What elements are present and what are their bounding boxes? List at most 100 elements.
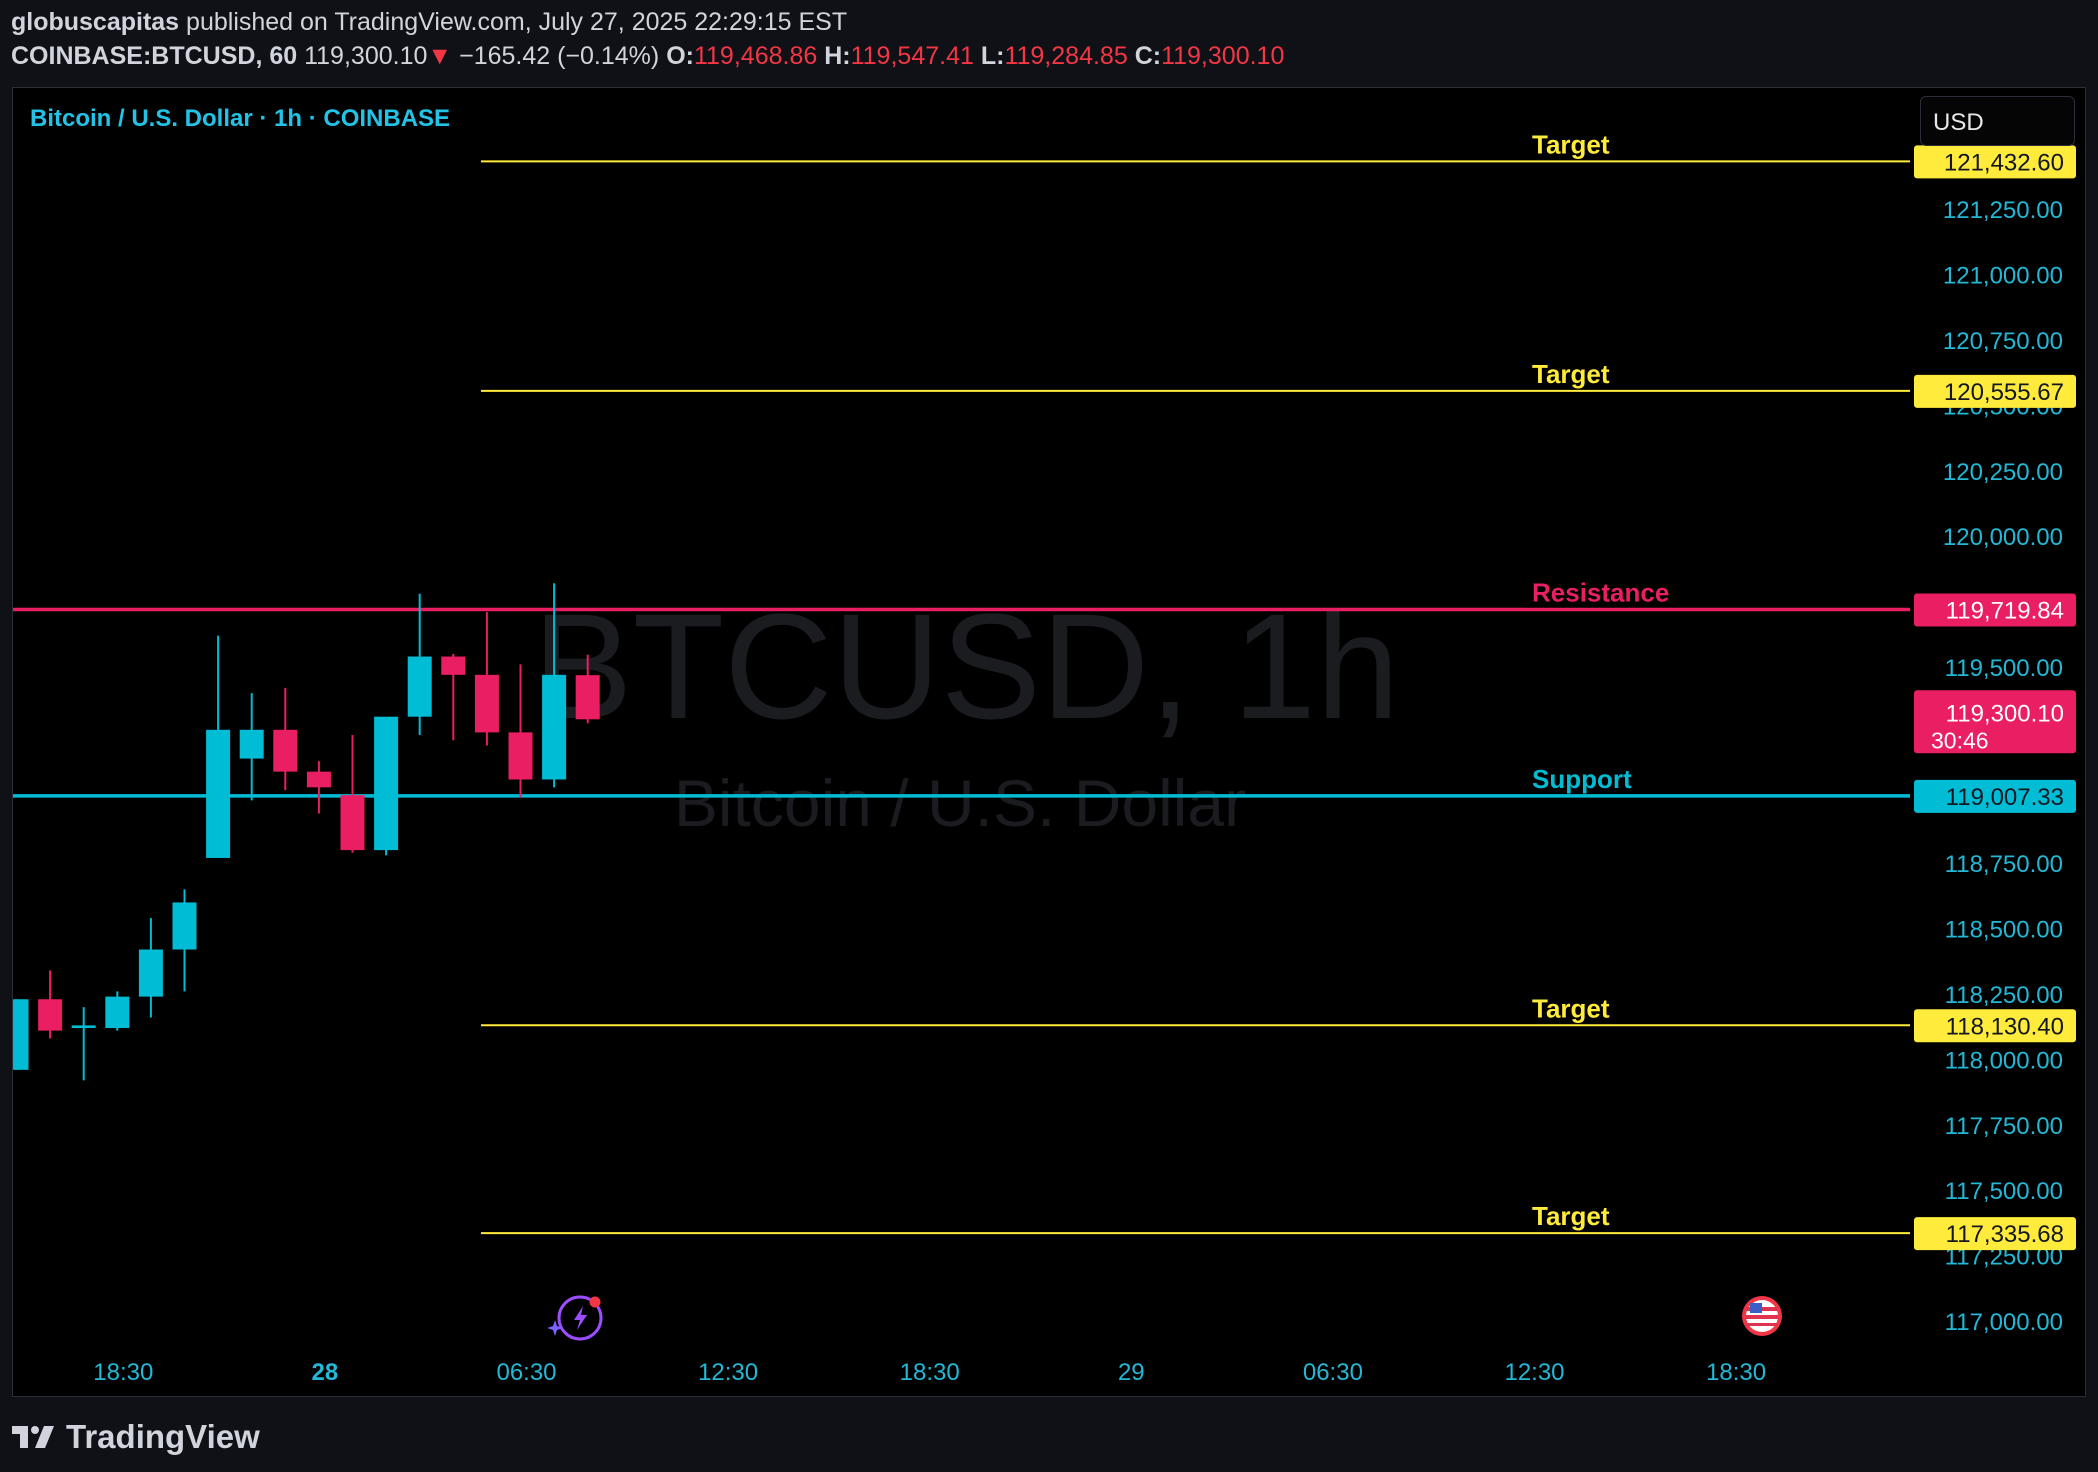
currency-button[interactable]: USD [1920, 96, 2075, 146]
candle-body [306, 771, 331, 788]
candles-layer [13, 583, 600, 1081]
y-tick-label: 117,500.00 [1945, 1178, 2063, 1205]
y-tick-label: 120,750.00 [1943, 328, 2063, 355]
candle-body [508, 732, 533, 780]
candle-body [38, 999, 63, 1031]
open-label: O: [666, 42, 694, 70]
countdown-text: 30:46 [1931, 727, 1989, 753]
candle[interactable] [138, 918, 163, 1018]
open-value: 119,468.86 [693, 42, 818, 70]
target-label: Target [1532, 993, 1610, 1023]
price-change: −165.42 (−0.14%) [459, 42, 660, 70]
resistance-price-tag [1914, 593, 2076, 627]
x-tick-label: 12:30 [1504, 1359, 1564, 1386]
y-tick-label: 120,250.00 [1943, 459, 2063, 486]
ohlc-header: COINBASE:BTCUSD, 60 119,300.10 ▼ −165.42 … [11, 42, 1284, 71]
candle[interactable] [273, 687, 298, 790]
candle-body [13, 999, 29, 1070]
candle[interactable] [105, 991, 130, 1031]
x-tick-label: 28 [312, 1359, 339, 1386]
candle-body [474, 674, 499, 733]
watermark-main: BTCUSD, 1h [533, 582, 1400, 750]
low-value: 119,284.85 [1004, 42, 1128, 70]
candle[interactable] [407, 593, 432, 736]
x-tick-label: 18:30 [93, 1359, 153, 1386]
target-label: Target [1532, 129, 1610, 159]
y-tick-label: 118,500.00 [1945, 917, 2063, 944]
x-tick-label: 06:30 [496, 1359, 556, 1386]
close-value: 119,300.10 [1161, 42, 1285, 70]
change-arrow-icon: ▼ [427, 42, 453, 70]
low-label: L: [980, 42, 1005, 70]
candle[interactable] [542, 583, 567, 788]
candle[interactable] [172, 889, 197, 992]
candle[interactable] [474, 612, 499, 746]
high-label: H: [824, 42, 851, 70]
target-price-tag [1914, 1217, 2076, 1251]
candle-body [239, 729, 264, 759]
price-axis[interactable]: 121,250.00121,000.00120,750.00120,500.00… [1943, 197, 2063, 1336]
candle-body [441, 656, 466, 675]
x-tick-label: 12:30 [698, 1359, 758, 1386]
chart-legend-title[interactable]: Bitcoin / U.S. Dollar · 1h · COINBASE [30, 105, 451, 132]
lightning-icon[interactable] [547, 1295, 603, 1341]
current-price-tag [1914, 690, 2076, 754]
x-tick-label: 29 [1118, 1359, 1145, 1386]
candle-body [71, 1025, 96, 1029]
y-tick-label: 120,000.00 [1943, 524, 2063, 551]
publish-info: globuscapitas published on TradingView.c… [11, 8, 847, 37]
candle-body [407, 656, 432, 717]
chart-panel[interactable] [12, 87, 2086, 1397]
close-label: C: [1134, 42, 1162, 70]
target-price-text: 121,432.60 [1944, 149, 2064, 176]
candle-body [206, 729, 231, 858]
y-tick-label: 121,000.00 [1943, 263, 2063, 290]
target-price-text: 120,555.67 [1944, 379, 2064, 406]
y-tick-label: 117,750.00 [1945, 1113, 2063, 1140]
support-price-text: 119,007.33 [1946, 784, 2064, 811]
candle-body [172, 902, 197, 950]
tradingview-logo-icon [12, 1426, 54, 1448]
author-name[interactable]: globuscapitas [11, 8, 180, 36]
candle-body [340, 795, 365, 851]
candle[interactable] [374, 716, 399, 856]
levels-layer: Target Target Resistance Support Target Targe… [13, 129, 1910, 1235]
y-tick-label: 119,500.00 [1945, 655, 2063, 682]
y-tick-label: 118,250.00 [1945, 982, 2063, 1009]
support-label: Support [1532, 764, 1632, 794]
candle-body [542, 674, 567, 780]
watermark-sub: Bitcoin / U.S. Dollar [674, 766, 1246, 840]
y-tick-label: 118,750.00 [1945, 851, 2063, 878]
candle[interactable] [206, 635, 231, 858]
x-tick-label: 18:30 [900, 1359, 960, 1386]
target-label: Target [1532, 359, 1610, 389]
candle-body [273, 729, 298, 772]
high-value: 119,547.41 [850, 42, 974, 70]
candle[interactable] [13, 999, 29, 1070]
candle[interactable] [306, 761, 331, 814]
target-price-tag [1914, 145, 2076, 179]
target-price-text: 118,130.40 [1946, 1013, 2064, 1040]
us-flag-icon[interactable] [1742, 1296, 1782, 1336]
symbol-label: COINBASE:BTCUSD, 60 [11, 42, 298, 70]
resistance-label: Resistance [1532, 577, 1669, 607]
candle-body [138, 949, 163, 997]
candle[interactable] [508, 664, 533, 798]
candle-body [374, 716, 399, 851]
tradingview-logo[interactable]: TradingView [12, 1418, 260, 1456]
y-tick-label: 117,000.00 [1945, 1309, 2063, 1336]
target-label: Target [1532, 1201, 1610, 1231]
candle[interactable] [340, 735, 365, 853]
price-labels-layer: 121,432.60 120,555.67 119,719.84 119,007.33… [1914, 145, 2076, 1251]
candle[interactable] [575, 654, 600, 724]
x-tick-label: 06:30 [1303, 1359, 1363, 1386]
time-axis[interactable]: 18:30 28 06:30 12:30 18:30 29 06:30 12:30 18:30 [93, 1359, 1766, 1386]
candle[interactable] [38, 970, 63, 1039]
candle[interactable] [441, 653, 466, 741]
support-price-tag [1914, 779, 2076, 813]
candle[interactable] [71, 1007, 96, 1081]
target-price-tag [1914, 374, 2076, 408]
current-price-text: 119,300.10 [1946, 700, 2064, 727]
candle[interactable] [239, 693, 264, 801]
